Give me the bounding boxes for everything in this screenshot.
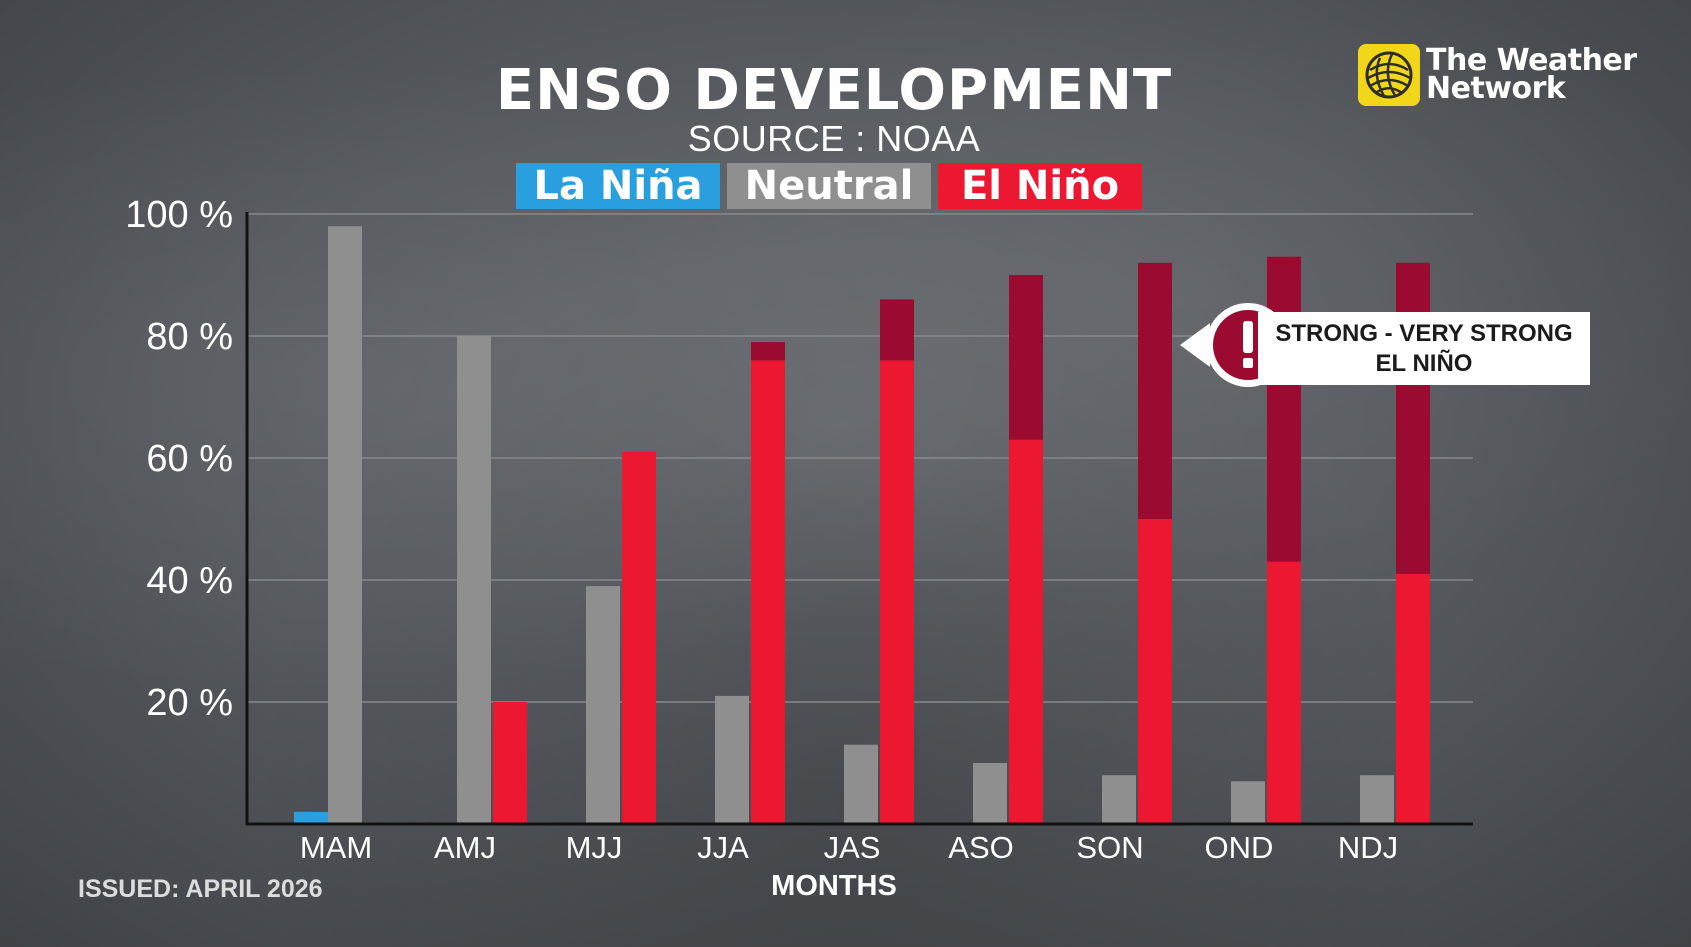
bar-neutral: [715, 695, 749, 824]
legend-item-neutral: Neutral: [727, 163, 931, 209]
bar-el-nino: [880, 360, 914, 824]
bars: [294, 226, 1430, 824]
x-tick-label: AMJ: [434, 830, 496, 865]
bar-el-nino-strong: [880, 299, 914, 361]
logo-line-2: Network: [1426, 71, 1566, 106]
y-tick-label: 80 %: [146, 316, 233, 358]
bar-el-nino-strong: [751, 342, 785, 361]
axes: [245, 212, 1473, 826]
tick-labels: 20 % 40 % 60 % 80 % 100 % MAM AMJ MJJ JJA JAS ASO S…: [125, 194, 1398, 865]
x-axis-label: MONTHS: [771, 870, 897, 902]
legend-item-la-nina: La Niña: [516, 163, 720, 209]
bar-el-nino: [1267, 561, 1301, 824]
callout-label: STRONG - VERY STRONG EL NIÑO: [1258, 312, 1590, 385]
chart-legend: La Niña Neutral El Niño: [516, 163, 1149, 209]
bar-neutral: [1102, 775, 1136, 824]
x-tick-label: NDJ: [1338, 830, 1398, 865]
chart-title: ENSO DEVELOPMENT: [495, 58, 1173, 123]
bar-el-nino: [751, 360, 785, 824]
bar-el-nino-strong: [1138, 262, 1172, 519]
bar-neutral: [1231, 781, 1265, 824]
bar-neutral: [844, 744, 878, 824]
chart-subtitle: SOURCE : NOAA: [687, 118, 981, 159]
bar-el-nino: [493, 702, 527, 824]
bar-el-nino: [1396, 573, 1430, 824]
x-tick-label: JAS: [824, 830, 881, 865]
y-tick-label: 60 %: [146, 438, 233, 480]
x-tick-label: SON: [1076, 830, 1143, 865]
weather-network-globe-icon: [1358, 44, 1420, 106]
issued-date: ISSUED: APRIL 2026: [78, 875, 323, 903]
bar-el-nino-strong: [1009, 275, 1043, 440]
bar-neutral: [457, 336, 491, 824]
weather-network-logo: The Weather Network: [1358, 44, 1637, 106]
y-tick-label: 100 %: [125, 194, 233, 236]
bar-la-nina: [294, 811, 328, 824]
x-tick-label: MAM: [300, 830, 372, 865]
bar-el-nino-strong: [1267, 256, 1301, 562]
x-tick-label: MJJ: [566, 830, 623, 865]
bar-el-nino: [1138, 519, 1172, 824]
y-tick-label: 40 %: [146, 560, 233, 602]
x-tick-label: OND: [1205, 830, 1274, 865]
bar-neutral: [1360, 775, 1394, 824]
x-tick-label: JJA: [697, 830, 749, 865]
callout-line-2: EL NIÑO: [1375, 349, 1473, 377]
logo-wordmark: The Weather Network: [1426, 43, 1637, 106]
bar-neutral: [973, 763, 1007, 824]
y-tick-label: 20 %: [146, 682, 233, 724]
bar-el-nino: [1009, 439, 1043, 824]
callout-line-1: STRONG - VERY STRONG: [1275, 319, 1573, 347]
legend-item-el-nino: El Niño: [938, 163, 1142, 209]
bar-neutral: [328, 226, 362, 824]
x-tick-label: ASO: [948, 830, 1013, 865]
logo-line-1: The Weather: [1426, 43, 1637, 78]
strong-el-nino-callout: STRONG - VERY STRONG EL NIÑO: [1180, 303, 1590, 387]
bar-el-nino: [622, 451, 656, 824]
bar-neutral: [586, 586, 620, 824]
